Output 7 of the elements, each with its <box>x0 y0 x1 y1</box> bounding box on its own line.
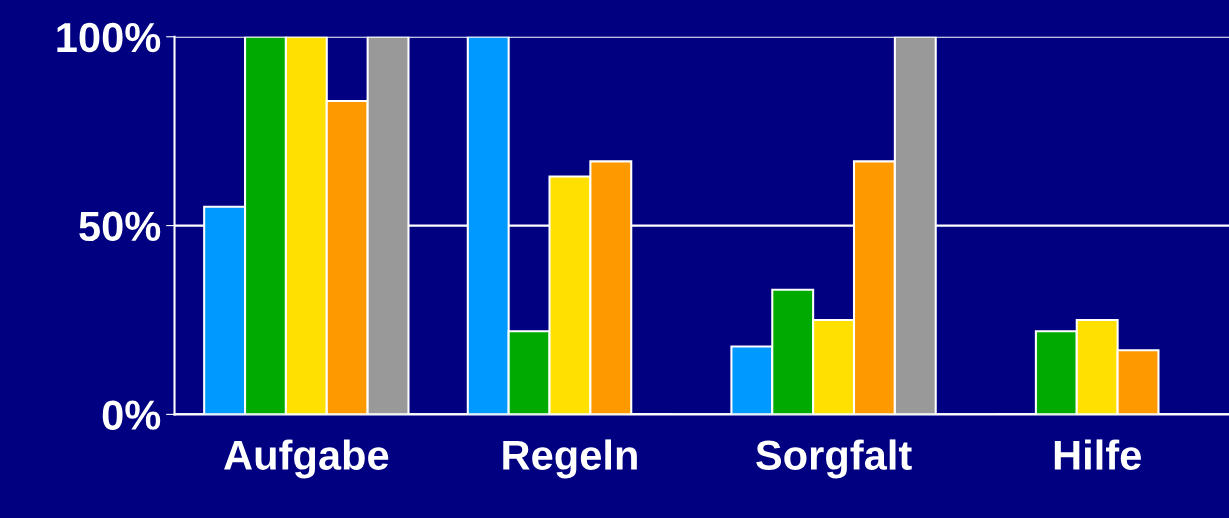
x-tick-label: Regeln <box>503 439 637 479</box>
y-tick-label: 0% <box>102 400 161 430</box>
x-tick-label: Aufgabe <box>224 439 389 479</box>
y-tick-label: 50% <box>79 211 161 242</box>
x-tick-label: Hilfe <box>1054 439 1141 471</box>
x-tick-label: Sorgfalt <box>756 439 912 479</box>
y-tick-label: 100% <box>57 22 161 53</box>
